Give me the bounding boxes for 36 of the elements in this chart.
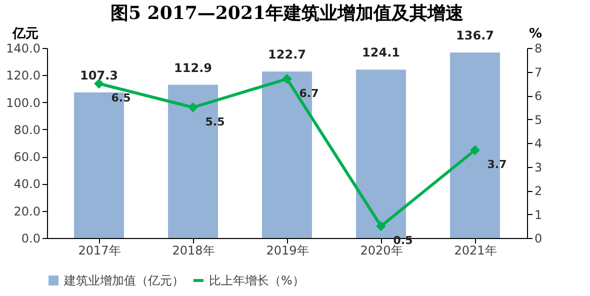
y-tick-label: 40.0 [14, 177, 40, 192]
y2-tick-label: 2 [534, 184, 542, 198]
x-tick-label: 2019年 [266, 244, 309, 258]
data-label: 124.1 [362, 46, 400, 60]
legend-label: 比上年增长（%） [209, 274, 304, 288]
y-tick-label: 60.0 [14, 150, 40, 164]
x-tick-label: 2018年 [172, 244, 215, 258]
y2-tick-label: 3 [534, 160, 542, 174]
x-tick-label: 2021年 [454, 244, 497, 258]
y2-tick-label: 1 [534, 208, 542, 222]
data-label: 112.9 [174, 60, 212, 75]
x-tick-label: 2020年 [360, 244, 403, 258]
y-tick-label: 100.0 [6, 96, 40, 110]
point [282, 74, 292, 84]
y-tick-label: 120.0 [6, 68, 40, 83]
chart-title: 图5 2017—2021年建筑业增加值及其增速 [110, 3, 464, 24]
y-tick-label: 0.0 [21, 232, 40, 246]
point [188, 102, 198, 112]
legend-label: 建筑业增加值（亿元） [63, 274, 184, 288]
y2-tick-label: 6 [534, 89, 542, 103]
data-label: 107.3 [80, 68, 118, 82]
y2-tick-label: 4 [534, 136, 542, 150]
y-axis-title: 亿元 [12, 26, 38, 42]
data-label: 136.7 [456, 28, 494, 42]
y-tick-label: 80.0 [14, 122, 40, 137]
y-tick-label: 20.0 [14, 204, 40, 218]
x-tick-label: 2017年 [78, 244, 121, 258]
point [470, 146, 480, 155]
y2-axis-title: % [528, 26, 542, 42]
y2-tick-label: 7 [534, 65, 542, 80]
y-tick-label: 140.0 [6, 42, 40, 56]
y2-tick-label: 5 [534, 112, 542, 127]
y2-tick-label: 0 [534, 232, 542, 246]
y2-tick-label: 8 [534, 42, 542, 56]
data-label: 122.7 [268, 47, 306, 62]
point [376, 222, 386, 231]
